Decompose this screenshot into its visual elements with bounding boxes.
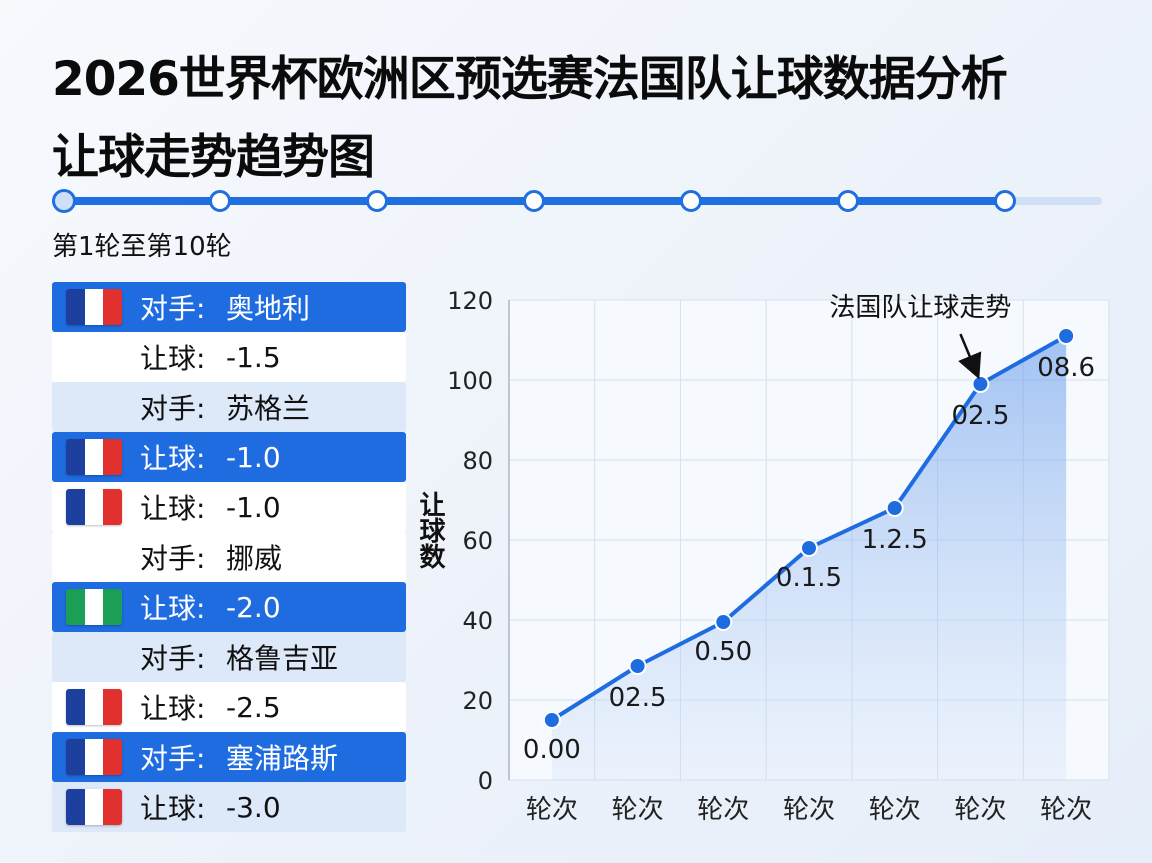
progress-step-6 (837, 190, 859, 212)
annotation-arrow (958, 333, 982, 380)
progress-step-5 (680, 190, 702, 212)
data-label: 0.00 (523, 735, 581, 765)
progress-step-2 (209, 190, 231, 212)
data-label: 02.5 (951, 401, 1009, 431)
row-value: 奥地利 (226, 292, 311, 325)
data-point (971, 375, 990, 393)
progress-step-1 (52, 189, 76, 213)
match-list-item: 让球: -3.0 (52, 782, 406, 832)
row-value: -1.5 (226, 340, 281, 374)
match-list-item: 让球: -1.0 (52, 432, 406, 482)
data-label: 02.5 (609, 683, 667, 713)
france-flag-icon (66, 439, 122, 475)
match-list: 对手: 奥地利 让球: -1.5 对手: 苏格兰 让球: -1.0 让球: -1.0 对手: 挪威 让球… (52, 282, 406, 832)
y-tick-label: 80 (462, 447, 493, 475)
data-label: 0.50 (694, 637, 752, 667)
row-value: 挪威 (226, 542, 283, 575)
row-label: 对手: (140, 542, 206, 575)
data-point (714, 613, 733, 631)
row-label: 让球: (140, 692, 206, 725)
row-value: -1.0 (226, 440, 281, 474)
row-value: 格鲁吉亚 (226, 642, 339, 675)
x-tick-label: 轮次 (612, 795, 664, 825)
match-list-item: 对手: 奥地利 (52, 282, 406, 332)
data-point (1057, 327, 1076, 345)
page-title: 2026世界杯欧洲区预选赛法国队让球数据分析 (52, 52, 1008, 107)
row-label: 让球: (140, 792, 206, 825)
france-flag-icon (66, 489, 122, 525)
row-label: 让球: (140, 342, 206, 375)
series-name-annotation: 法国队让球走势 (829, 293, 1011, 323)
handicap-trend-chart: 0 20 40 60 80 100 120 轮次 轮次 轮次 轮次 轮次 轮次 轮次 让球数 0.00 02.5… (415, 287, 1110, 825)
y-axis-label: 让球数 (415, 491, 445, 570)
y-tick-label: 60 (462, 527, 493, 555)
match-list-item: 让球: -1.0 (52, 482, 406, 532)
data-point (542, 711, 561, 729)
progress-step-3 (366, 190, 388, 212)
y-tick-label: 20 (462, 687, 493, 715)
match-list-item: 让球: -2.0 (52, 582, 406, 632)
match-list-item: 让球: -1.5 (52, 332, 406, 382)
data-point (800, 539, 818, 557)
row-label: 对手: (140, 292, 206, 325)
row-label: 让球: (140, 592, 206, 625)
y-tick-label: 0 (478, 767, 493, 795)
x-tick-label: 轮次 (869, 795, 921, 825)
row-label: 对手: (140, 392, 206, 425)
row-value: -2.0 (226, 590, 281, 624)
y-tick-label: 40 (462, 607, 493, 635)
x-tick-label: 轮次 (954, 795, 1006, 825)
match-list-item: 对手: 格鲁吉亚 (52, 632, 406, 682)
match-list-item: 对手: 挪威 (52, 532, 406, 582)
round-progress-bar (52, 186, 1102, 216)
data-label: 1.2.5 (862, 525, 928, 555)
data-label: 08.6 (1037, 353, 1095, 383)
row-label: 对手: (140, 742, 206, 775)
chart-subtitle: 让球走势趋势图 (52, 130, 375, 185)
progress-step-4 (523, 190, 545, 212)
row-value: 塞浦路斯 (226, 742, 339, 775)
row-label: 让球: (140, 492, 206, 525)
progress-step-7 (994, 190, 1016, 212)
nigeria-flag-icon (66, 589, 122, 625)
row-label: 让球: (140, 442, 206, 475)
row-value: -2.5 (226, 690, 281, 724)
x-tick-label: 轮次 (526, 795, 578, 825)
x-tick-label: 轮次 (697, 795, 749, 825)
data-label: 0.1.5 (776, 563, 842, 593)
data-point (628, 657, 647, 675)
data-point (885, 499, 904, 517)
france-flag-icon (66, 789, 122, 825)
france-flag-icon (66, 289, 122, 325)
y-tick-label: 120 (447, 287, 493, 315)
match-list-item: 对手: 塞浦路斯 (52, 732, 406, 782)
x-tick-label: 轮次 (1040, 795, 1092, 825)
x-tick-label: 轮次 (783, 795, 835, 825)
match-list-item: 对手: 苏格兰 (52, 382, 406, 432)
round-range-label: 第1轮至第10轮 (52, 232, 232, 262)
row-label: 对手: (140, 642, 206, 675)
france-flag-icon (66, 689, 122, 725)
row-value: -3.0 (226, 790, 281, 824)
match-list-item: 让球: -2.5 (52, 682, 406, 732)
y-tick-label: 100 (447, 367, 493, 395)
row-value: -1.0 (226, 490, 281, 524)
row-value: 苏格兰 (226, 392, 311, 425)
france-flag-icon (66, 739, 122, 775)
